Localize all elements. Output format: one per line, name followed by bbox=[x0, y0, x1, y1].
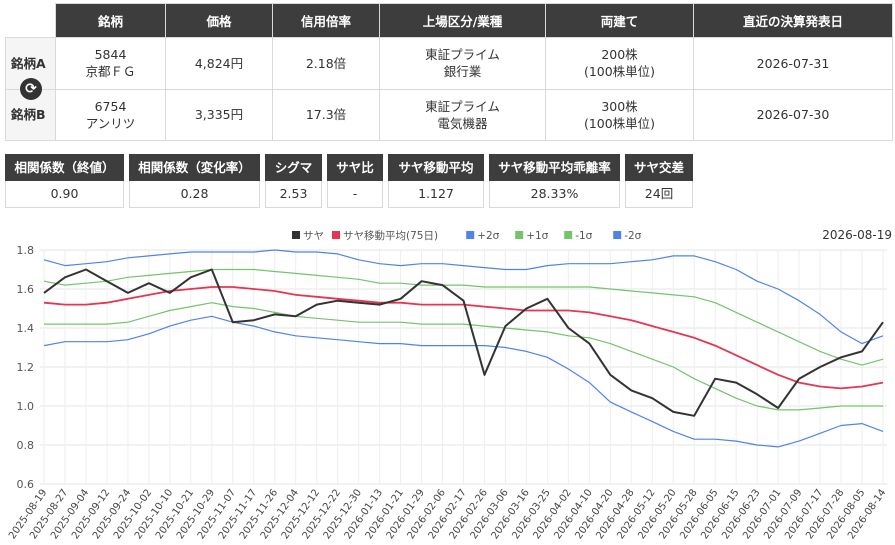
stat-sigma: シグマ 2.53 bbox=[265, 154, 322, 208]
legend-label: +1σ bbox=[526, 230, 548, 242]
stat-value: 0.28 bbox=[129, 181, 260, 208]
row-label-text: 銘柄B bbox=[11, 107, 46, 123]
legend-label: サヤ bbox=[303, 230, 324, 242]
stat-value: - bbox=[327, 181, 383, 208]
market-sector-cell: 東証プライム 電気機器 bbox=[379, 88, 546, 141]
hedge-qty: 200株 bbox=[601, 47, 638, 63]
stat-label: サヤ比 bbox=[327, 154, 383, 181]
stat-correlation-close: 相関係数（終値） 0.90 bbox=[5, 154, 124, 208]
spread-chart[interactable]: 0.60.81.01.21.41.61.82025-08-192025-08-2… bbox=[0, 222, 895, 545]
header-symbol: 銘柄 bbox=[55, 3, 166, 38]
price-cell: 3,335円 bbox=[165, 88, 273, 141]
stock-name: アンリツ bbox=[85, 115, 136, 131]
series-line bbox=[44, 302, 883, 411]
table-row: 銘柄B 6754 アンリツ 3,335円 17.3倍 東証プライム 電気機器 3… bbox=[5, 88, 893, 141]
series-line bbox=[43, 249, 884, 345]
y-tick-label: 1.4 bbox=[17, 322, 35, 335]
header-price: 価格 bbox=[165, 3, 273, 38]
y-tick-label: 0.6 bbox=[17, 478, 35, 491]
stat-spread-ratio: サヤ比 - bbox=[327, 154, 383, 208]
stat-value: 2.53 bbox=[265, 181, 322, 208]
refresh-icon[interactable]: ⟳ bbox=[20, 78, 42, 100]
header-corner bbox=[5, 3, 56, 38]
stat-spread-ma-deviation: サヤ移動平均乖離率 28.33% bbox=[489, 154, 620, 208]
legend-label: -2σ bbox=[624, 230, 641, 242]
stat-correlation-change: 相関係数（変化率） 0.28 bbox=[129, 154, 260, 208]
market-text: 東証プライム bbox=[425, 47, 500, 63]
series-line bbox=[43, 268, 884, 417]
stock-code: 6754 bbox=[94, 98, 127, 114]
sector-text: 電気機器 bbox=[437, 115, 488, 131]
header-margin-ratio: 信用倍率 bbox=[272, 3, 380, 38]
hedge-unit: (100株単位) bbox=[583, 64, 656, 80]
legend-swatch bbox=[515, 231, 524, 239]
legend-label: +2σ bbox=[477, 230, 499, 242]
table-row: 銘柄A ⟳ 5844 京都ＦＧ 4,824円 2.18倍 東証プライム 銀行業 … bbox=[5, 37, 893, 100]
hedge-cell: 300株 (100株単位) bbox=[545, 88, 694, 141]
stat-value: 28.33% bbox=[489, 181, 620, 208]
chart-date-label: 2026-08-19 bbox=[822, 228, 892, 242]
header-market-sector: 上場区分/業種 bbox=[379, 3, 546, 38]
market-sector-cell: 東証プライム 銀行業 bbox=[379, 37, 546, 90]
hedge-cell: 200株 (100株単位) bbox=[545, 37, 694, 90]
stock-cell[interactable]: 5844 京都ＦＧ bbox=[55, 37, 166, 90]
series-line bbox=[43, 286, 884, 390]
margin-ratio-cell: 17.3倍 bbox=[272, 88, 380, 141]
hedge-qty: 300株 bbox=[601, 98, 638, 114]
sector-text: 銀行業 bbox=[443, 64, 482, 80]
table-header-row: 銘柄 価格 信用倍率 上場区分/業種 両建て 直近の決算発表日 bbox=[5, 3, 893, 38]
stock-cell[interactable]: 6754 アンリツ bbox=[55, 88, 166, 141]
row-label-text: 銘柄A bbox=[11, 55, 46, 71]
stat-label: シグマ bbox=[265, 154, 322, 181]
market-text: 東証プライム bbox=[425, 98, 500, 114]
stat-label: サヤ交差 bbox=[625, 154, 693, 181]
header-earnings-date: 直近の決算発表日 bbox=[693, 3, 893, 38]
legend-swatch bbox=[564, 231, 573, 239]
stat-value: 24回 bbox=[625, 181, 693, 208]
y-tick-label: 1.8 bbox=[17, 244, 35, 257]
stat-label: サヤ移動平均乖離率 bbox=[489, 154, 620, 181]
earnings-date-cell: 2026-07-30 bbox=[693, 88, 893, 141]
stat-spread-ma: サヤ移動平均 1.127 bbox=[388, 154, 484, 208]
legend-swatch bbox=[613, 231, 622, 239]
earnings-date-cell: 2026-07-31 bbox=[693, 37, 893, 90]
legend-swatch bbox=[292, 231, 300, 239]
row-label-a: 銘柄A ⟳ bbox=[5, 37, 56, 100]
price-cell: 4,824円 bbox=[165, 37, 273, 90]
legend-swatch bbox=[332, 231, 340, 239]
header-hedge: 両建て bbox=[545, 3, 694, 38]
series-line bbox=[43, 268, 884, 366]
stat-label: 相関係数（変化率） bbox=[129, 154, 260, 181]
stats-bar: 相関係数（終値） 0.90 相関係数（変化率） 0.28 シグマ 2.53 サヤ… bbox=[5, 154, 693, 208]
comparison-table: 銘柄 価格 信用倍率 上場区分/業種 両建て 直近の決算発表日 銘柄A ⟳ 58… bbox=[5, 3, 893, 141]
hedge-unit: (100株単位) bbox=[583, 115, 656, 131]
stat-label: 相関係数（終値） bbox=[5, 154, 124, 181]
legend-swatch bbox=[466, 231, 475, 239]
y-tick-label: 1.2 bbox=[17, 361, 35, 374]
y-tick-label: 0.8 bbox=[17, 439, 35, 452]
stat-spread-crossings: サヤ交差 24回 bbox=[625, 154, 693, 208]
stat-value: 0.90 bbox=[5, 181, 124, 208]
stock-name: 京都ＦＧ bbox=[85, 64, 136, 80]
stat-label: サヤ移動平均 bbox=[388, 154, 484, 181]
margin-ratio-cell: 2.18倍 bbox=[272, 37, 380, 90]
legend-label: サヤ移動平均(75日) bbox=[343, 229, 438, 242]
y-tick-label: 1.6 bbox=[17, 283, 35, 296]
stock-code: 5844 bbox=[94, 47, 127, 63]
legend-label: -1σ bbox=[575, 230, 592, 242]
series-line bbox=[43, 315, 884, 448]
stat-value: 1.127 bbox=[388, 181, 484, 208]
y-tick-label: 1.0 bbox=[17, 400, 35, 413]
